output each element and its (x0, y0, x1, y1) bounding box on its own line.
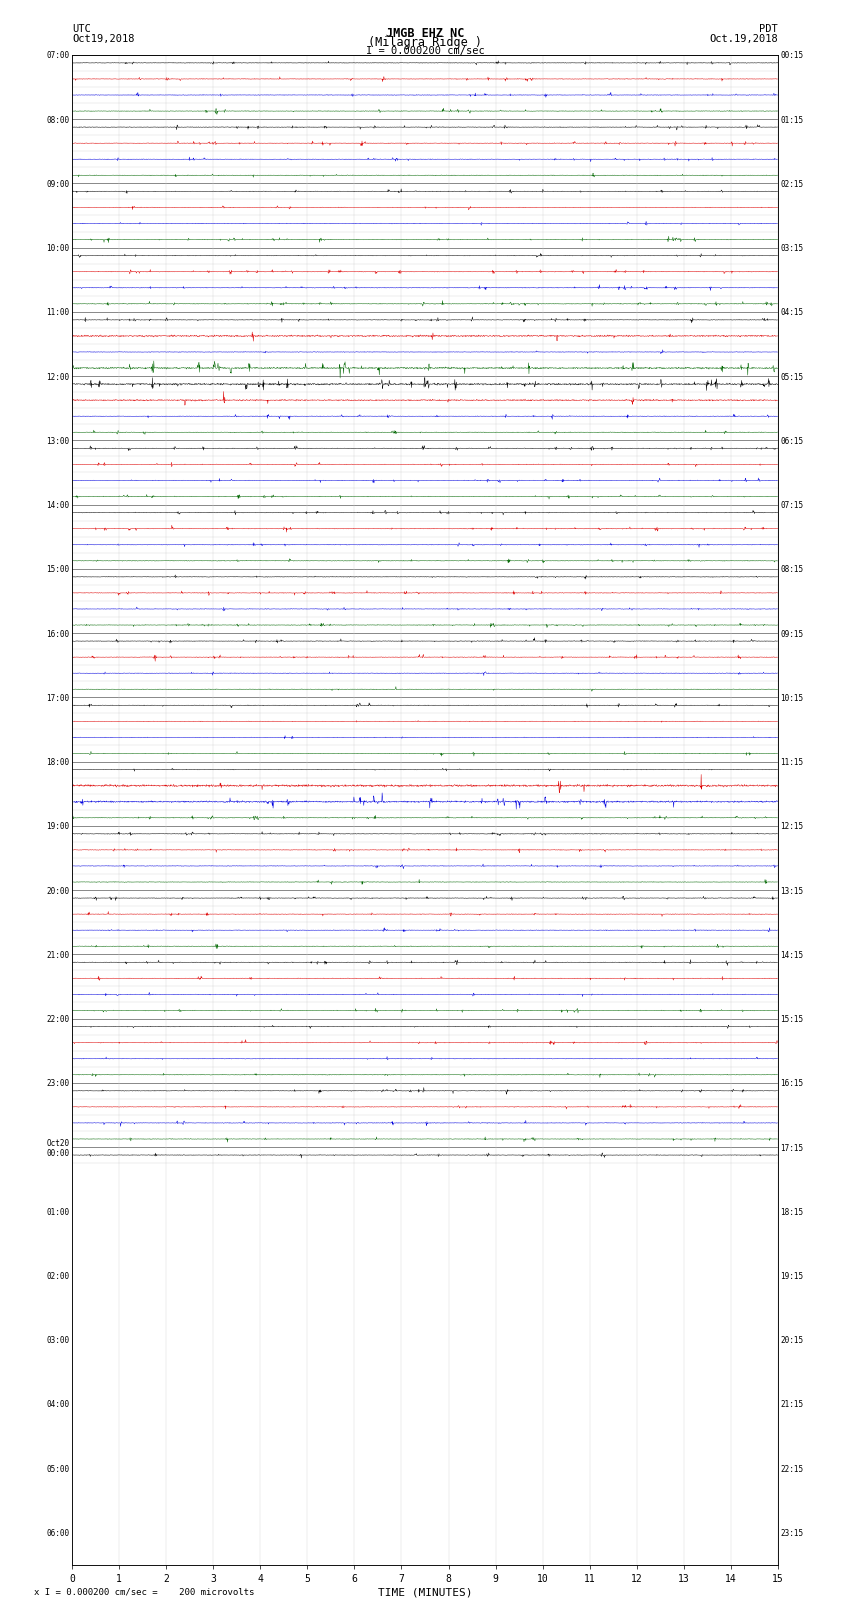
Text: x I = 0.000200 cm/sec =    200 microvolts: x I = 0.000200 cm/sec = 200 microvolts (34, 1587, 254, 1597)
Text: JMGB EHZ NC: JMGB EHZ NC (386, 26, 464, 40)
Text: UTC: UTC (72, 24, 91, 34)
Text: I = 0.000200 cm/sec: I = 0.000200 cm/sec (366, 45, 484, 56)
Text: (Milagra Ridge ): (Milagra Ridge ) (368, 37, 482, 50)
Text: Oct19,2018: Oct19,2018 (72, 34, 135, 44)
Text: PDT: PDT (759, 24, 778, 34)
X-axis label: TIME (MINUTES): TIME (MINUTES) (377, 1587, 473, 1598)
Text: Oct.19,2018: Oct.19,2018 (709, 34, 778, 44)
